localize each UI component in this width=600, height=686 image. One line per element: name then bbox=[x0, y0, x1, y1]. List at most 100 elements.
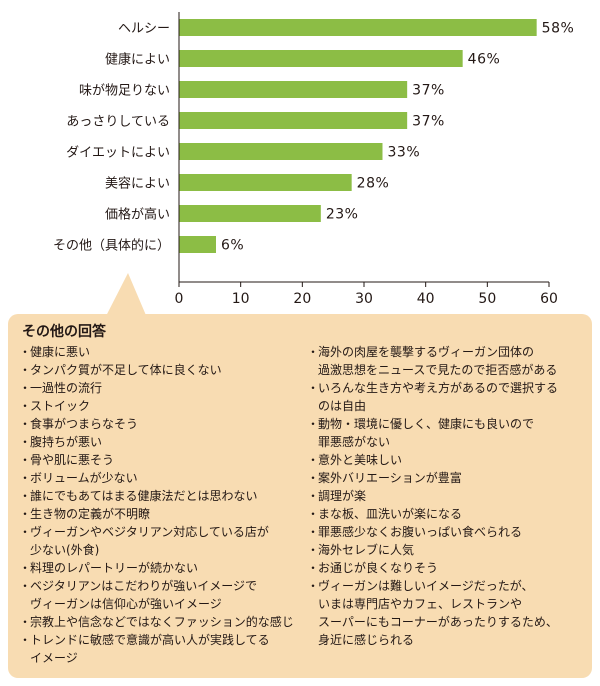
answer-item: ・いろんな生き方や考え方があるので選択する のは自由 bbox=[306, 379, 592, 415]
answer-item: ・ボリュームが少ない bbox=[18, 469, 308, 487]
bullet-mark: ・ bbox=[307, 417, 320, 431]
answer-item: ・健康に悪い bbox=[18, 343, 308, 361]
bullet-mark: ・ bbox=[19, 507, 32, 521]
value-label: 37% bbox=[412, 83, 445, 99]
category-label: 味が物足りない bbox=[79, 84, 170, 99]
answer-text: いろんな生き方や考え方があるので選択する のは自由 bbox=[318, 381, 559, 413]
answer-item: ・骨や肌に悪そう bbox=[18, 451, 308, 469]
answer-text: 罪悪感少なくお腹いっぱい食べられる bbox=[318, 525, 523, 539]
answer-text: 骨や肌に悪そう bbox=[30, 453, 115, 467]
answer-text: タンパク質が不足して体に良くない bbox=[30, 363, 222, 377]
bullet-mark: ・ bbox=[19, 345, 32, 359]
value-labels: 58% 46% 37% 37% 33% 28% 23% 6% bbox=[221, 21, 574, 254]
bullet-mark: ・ bbox=[19, 363, 32, 377]
answer-item: ・意外と美味しい bbox=[306, 451, 592, 469]
bullet-mark: ・ bbox=[19, 381, 32, 395]
answer-item: ・一過性の流行 bbox=[18, 379, 308, 397]
category-label: 健康によい bbox=[105, 52, 170, 68]
category-label: あっさりしている bbox=[66, 115, 170, 130]
bullet-mark: ・ bbox=[19, 435, 32, 449]
answer-item: ・ストイック bbox=[18, 397, 308, 415]
answer-text: 生き物の定義が不明瞭 bbox=[30, 507, 151, 521]
other-answers-box: その他の回答 ・健康に悪い・タンパク質が不足して体に良くない・一過性の流行・スト… bbox=[8, 314, 592, 678]
answer-item: ・案外バリエーションが豊富 bbox=[306, 469, 592, 487]
answer-text: お通じが良くなりそう bbox=[318, 561, 439, 575]
value-label: 33% bbox=[388, 145, 421, 161]
answer-text: 動物・環境に優しく、健康にも良いので 罪悪感がない bbox=[318, 417, 535, 449]
bullet-mark: ・ bbox=[307, 471, 320, 485]
bullet-mark: ・ bbox=[307, 525, 320, 539]
value-label: 46% bbox=[468, 52, 501, 68]
value-label: 23% bbox=[326, 207, 359, 223]
value-label: 37% bbox=[412, 114, 445, 130]
answer-item: ・生き物の定義が不明瞭 bbox=[18, 505, 308, 523]
answer-text: 宗教上や信念などではなくファッション的な感じ bbox=[30, 615, 294, 629]
other-answers-right-list: ・海外の肉屋を襲撃するヴィーガン団体の 過激思想をニュースで見たので拒否感がある… bbox=[306, 343, 592, 649]
x-tick-label: 50 bbox=[478, 291, 496, 307]
answer-item: ・ベジタリアンはこだわりが強いイメージで ヴィーガンは信仰心が強いイメージ bbox=[18, 577, 308, 613]
answer-text: 腹持ちが悪い bbox=[30, 435, 103, 449]
bar bbox=[179, 205, 321, 222]
other-answers-left-list: ・健康に悪い・タンパク質が不足して体に良くない・一過性の流行・ストイック・食事が… bbox=[18, 343, 308, 667]
bullet-mark: ・ bbox=[19, 525, 32, 539]
x-tick-label: 10 bbox=[232, 291, 250, 307]
answer-item: ・まな板、皿洗いが楽になる bbox=[306, 505, 592, 523]
bullet-mark: ・ bbox=[19, 453, 32, 467]
x-tick-label: 20 bbox=[293, 291, 311, 307]
category-label: 美容によい bbox=[105, 176, 170, 192]
bullet-mark: ・ bbox=[307, 345, 320, 359]
answer-item: ・ヴィーガンやベジタリアン対応している店が 少ない(外食) bbox=[18, 523, 308, 559]
bar bbox=[179, 50, 463, 67]
bullet-mark: ・ bbox=[307, 381, 320, 395]
answer-item: ・料理のレパートリーが続かない bbox=[18, 559, 308, 577]
answer-text: 誰にでもあてはまる健康法だとは思わない bbox=[30, 489, 258, 503]
answer-text: 案外バリエーションが豊富 bbox=[318, 471, 462, 485]
answer-text: ベジタリアンはこだわりが強いイメージで ヴィーガンは信仰心が強いイメージ bbox=[30, 579, 258, 611]
bullet-mark: ・ bbox=[19, 489, 32, 503]
bullet-mark: ・ bbox=[307, 507, 320, 521]
x-tick-label: 60 bbox=[540, 291, 558, 307]
bar bbox=[179, 81, 408, 98]
bullet-mark: ・ bbox=[307, 579, 320, 593]
bar bbox=[179, 112, 408, 129]
value-label: 28% bbox=[357, 176, 390, 192]
bullet-mark: ・ bbox=[19, 399, 32, 413]
category-label: 価格が高い bbox=[105, 207, 170, 223]
bullet-mark: ・ bbox=[19, 615, 32, 629]
answer-item: ・海外セレブに人気 bbox=[306, 541, 592, 559]
bullet-mark: ・ bbox=[19, 471, 32, 485]
answer-item: ・ヴィーガンは難しいイメージだったが、 いまは専門店やカフェ、レストランや スー… bbox=[306, 577, 592, 649]
bullet-mark: ・ bbox=[19, 561, 32, 575]
answer-item: ・食事がつまらなそう bbox=[18, 415, 308, 433]
answer-item: ・お通じが良くなりそう bbox=[306, 559, 592, 577]
answer-text: 調理が楽 bbox=[318, 489, 367, 503]
value-label: 58% bbox=[542, 21, 575, 37]
category-labels: ヘルシー健康によい味が物足りないあっさりしているダイエットによい美容によい価格が… bbox=[53, 22, 170, 254]
answer-text: ヴィーガンやベジタリアン対応している店が 少ない(外食) bbox=[30, 525, 269, 557]
x-axis-ticks: 0 10 20 30 40 50 60 bbox=[175, 282, 558, 307]
answer-text: ストイック bbox=[30, 399, 91, 413]
answer-item: ・誰にでもあてはまる健康法だとは思わない bbox=[18, 487, 308, 505]
bullet-mark: ・ bbox=[19, 417, 32, 431]
answer-text: 意外と美味しい bbox=[318, 453, 403, 467]
bullet-mark: ・ bbox=[19, 579, 32, 593]
answer-item: ・腹持ちが悪い bbox=[18, 433, 308, 451]
x-tick-label: 30 bbox=[355, 291, 373, 307]
answer-text: トレンドに敏感で意識が高い人が実践してる イメージ bbox=[30, 633, 270, 665]
bar bbox=[179, 143, 383, 160]
category-label: その他（具体的に） bbox=[53, 238, 170, 254]
answer-text: 料理のレパートリーが続かない bbox=[30, 561, 199, 575]
answer-text: 食事がつまらなそう bbox=[30, 417, 139, 431]
x-tick-label: 40 bbox=[417, 291, 435, 307]
answer-item: ・海外の肉屋を襲撃するヴィーガン団体の 過激思想をニュースで見たので拒否感がある bbox=[306, 343, 592, 379]
bar bbox=[179, 19, 537, 36]
answer-item: ・罪悪感少なくお腹いっぱい食べられる bbox=[306, 523, 592, 541]
answer-item: ・タンパク質が不足して体に良くない bbox=[18, 361, 308, 379]
answer-text: まな板、皿洗いが楽になる bbox=[318, 507, 463, 521]
answer-item: ・調理が楽 bbox=[306, 487, 592, 505]
value-label: 6% bbox=[221, 238, 244, 254]
other-answers-title: その他の回答 bbox=[22, 324, 106, 340]
answer-item: ・動物・環境に優しく、健康にも良いので 罪悪感がない bbox=[306, 415, 592, 451]
bar bbox=[179, 236, 216, 253]
bar-chart: ヘルシー健康によい味が物足りないあっさりしているダイエットによい美容によい価格が… bbox=[53, 12, 574, 307]
